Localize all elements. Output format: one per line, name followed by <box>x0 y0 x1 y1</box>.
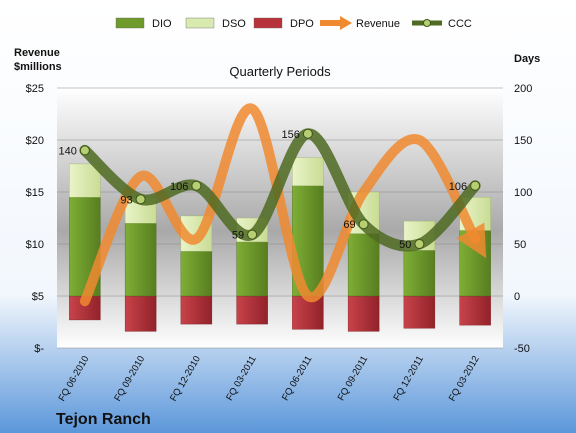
ccc-marker <box>358 219 369 230</box>
legend-swatch <box>115 17 145 29</box>
revenue-line <box>79 103 487 307</box>
right-tick-label: 0 <box>514 291 520 303</box>
dio-bar <box>403 250 436 297</box>
ccc-data-label: 106 <box>449 181 467 193</box>
legend: DIO DSO DPO Revenue CCC <box>115 16 472 30</box>
chart-title: Quarterly Periods <box>229 64 331 79</box>
legend-label: DIO <box>152 18 172 30</box>
ccc-data-label: 106 <box>170 181 188 193</box>
ccc-data-label: 69 <box>343 219 355 231</box>
dio-bar <box>124 222 157 297</box>
ccc-data-label: 156 <box>282 129 300 141</box>
right-tick-label: 50 <box>514 239 526 251</box>
right-tick-label: -50 <box>514 343 530 355</box>
legend-label: CCC <box>448 18 472 30</box>
left-tick-label: $- <box>34 343 44 355</box>
legend-item-dso: DSO <box>185 17 246 30</box>
legend-label: DPO <box>290 18 314 30</box>
ccc-data-labels: 140 93 106 59 156 69 50 106 <box>59 129 468 251</box>
right-tick-label: 100 <box>514 187 532 199</box>
legend-arrowhead <box>340 16 352 30</box>
legend-item-ccc: CCC <box>412 18 472 30</box>
right-tick-label: 150 <box>514 135 532 147</box>
dpo-bar <box>347 295 380 332</box>
left-axis-ticks: $- $5 $10 $15 $20 $25 <box>26 83 45 355</box>
left-tick-label: $15 <box>26 187 44 199</box>
dso-bar <box>69 163 101 198</box>
left-tick-label: $10 <box>26 239 44 251</box>
ccc-data-label: 50 <box>399 239 411 251</box>
left-axis-label-line2: $millions <box>14 61 62 73</box>
company-name: Tejon Ranch <box>56 411 151 428</box>
ccc-data-label: 140 <box>59 145 77 157</box>
ccc-marker <box>470 180 481 191</box>
ccc-marker <box>414 239 425 249</box>
dpo-bar <box>124 295 157 332</box>
ccc-marker <box>79 145 90 156</box>
ccc-marker <box>247 229 258 240</box>
legend-marker <box>423 19 431 27</box>
ccc-data-label: 93 <box>120 194 132 206</box>
legend-label: DSO <box>222 18 246 30</box>
legend-item-revenue: Revenue <box>320 16 400 30</box>
right-axis-ticks: -50 0 50 100 150 200 <box>514 83 532 355</box>
dio-bar <box>180 251 213 297</box>
dpo-bar <box>403 295 436 329</box>
dso-bar <box>292 157 324 186</box>
legend-swatch <box>185 17 215 29</box>
left-axis-label-line1: Revenue <box>14 47 60 59</box>
dio-bar <box>236 241 268 297</box>
dpo-bar <box>236 295 268 325</box>
dio-bar <box>347 233 380 297</box>
left-tick-label: $20 <box>26 135 44 147</box>
right-axis-label: Days <box>514 53 540 65</box>
ccc-series <box>79 128 481 252</box>
left-tick-label: $5 <box>32 291 44 303</box>
legend-label: Revenue <box>356 18 400 30</box>
dpo-bar <box>459 295 491 326</box>
legend-item-dpo: DPO <box>253 17 314 30</box>
revenue-series <box>79 103 487 307</box>
ccc-marker <box>302 128 313 139</box>
right-tick-label: 200 <box>514 83 532 95</box>
dpo-bar <box>180 295 213 325</box>
ccc-marker <box>135 194 146 205</box>
ccc-line <box>79 128 481 252</box>
legend-item-dio: DIO <box>115 17 172 30</box>
ccc-data-label: 59 <box>232 230 244 242</box>
legend-swatch <box>253 17 283 29</box>
ccc-marker <box>191 180 202 191</box>
left-tick-label: $25 <box>26 83 44 95</box>
